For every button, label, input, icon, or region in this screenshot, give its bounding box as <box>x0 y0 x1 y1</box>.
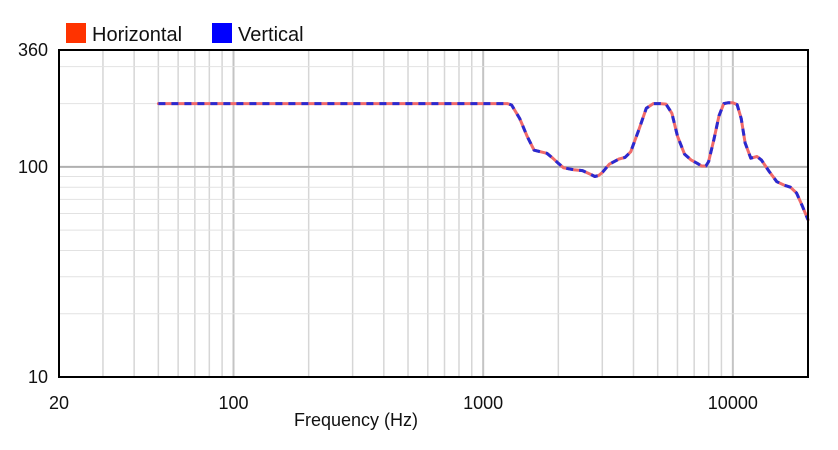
legend-label-horizontal: Horizontal <box>92 24 182 46</box>
grid <box>59 50 808 377</box>
x-axis-title: Frequency (Hz) <box>294 410 418 430</box>
x-tick-label: 1000 <box>463 393 503 413</box>
legend-swatch-vertical <box>212 23 232 43</box>
series-lines <box>156 101 810 222</box>
legend-swatch-horizontal <box>66 23 86 43</box>
y-tick-label: 100 <box>18 157 48 177</box>
x-tick-label: 100 <box>218 393 248 413</box>
series-line-vertical <box>158 101 810 221</box>
tick-labels: 20 100 1000 10000 10 100 360 <box>18 40 758 413</box>
y-tick-label: 10 <box>28 367 48 387</box>
x-tick-label: 20 <box>49 393 69 413</box>
x-tick-label: 10000 <box>708 393 758 413</box>
plot-frame <box>58 49 809 378</box>
legend-label-vertical: Vertical <box>238 24 304 46</box>
y-tick-label: 360 <box>18 40 48 60</box>
legend: Horizontal Vertical <box>66 23 304 46</box>
